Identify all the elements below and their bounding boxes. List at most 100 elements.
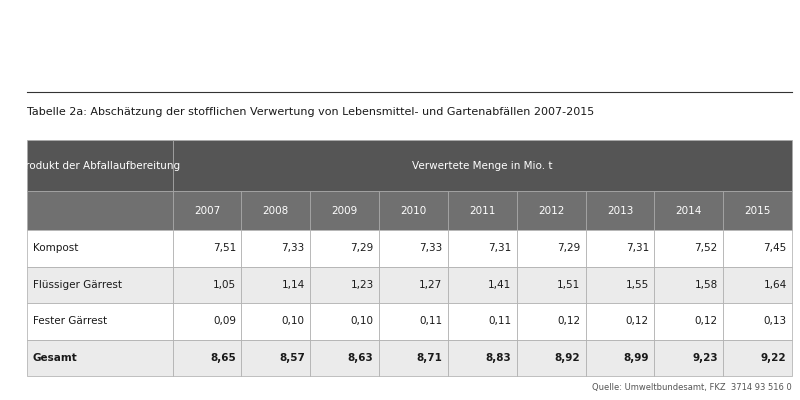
- Text: 1,58: 1,58: [694, 280, 718, 290]
- Bar: [379, 230, 448, 266]
- Text: 7,33: 7,33: [282, 243, 305, 253]
- Bar: [517, 303, 586, 340]
- Text: 8,57: 8,57: [279, 353, 305, 363]
- Text: 2011: 2011: [469, 206, 495, 216]
- Text: 7,31: 7,31: [626, 243, 649, 253]
- Bar: [654, 266, 723, 303]
- Bar: [173, 303, 242, 340]
- Text: 1,51: 1,51: [557, 280, 580, 290]
- Bar: [173, 230, 242, 266]
- Bar: [242, 340, 310, 376]
- Text: 7,52: 7,52: [694, 243, 718, 253]
- Bar: [723, 266, 792, 303]
- Text: Kompost: Kompost: [33, 243, 78, 253]
- Text: 7,33: 7,33: [419, 243, 442, 253]
- Text: 1,64: 1,64: [763, 280, 786, 290]
- Text: 7,51: 7,51: [213, 243, 236, 253]
- Text: 1,14: 1,14: [282, 280, 305, 290]
- Text: 1,41: 1,41: [488, 280, 511, 290]
- Text: 0,10: 0,10: [350, 316, 374, 326]
- Bar: [379, 266, 448, 303]
- Text: 0,12: 0,12: [557, 316, 580, 326]
- Bar: [517, 192, 586, 230]
- Bar: [173, 266, 242, 303]
- Text: 1,55: 1,55: [626, 280, 649, 290]
- Bar: [26, 192, 173, 230]
- Text: 0,11: 0,11: [488, 316, 511, 326]
- Bar: [242, 230, 310, 266]
- Text: Quelle: Umweltbundesamt, FKZ  3714 93 516 0: Quelle: Umweltbundesamt, FKZ 3714 93 516…: [592, 383, 792, 392]
- Bar: [26, 266, 173, 303]
- Text: 2010: 2010: [400, 206, 426, 216]
- Text: 7,29: 7,29: [350, 243, 374, 253]
- Text: 1,05: 1,05: [213, 280, 236, 290]
- Bar: [310, 266, 379, 303]
- Bar: [310, 230, 379, 266]
- Text: 1,27: 1,27: [419, 280, 442, 290]
- Text: 8,71: 8,71: [417, 353, 442, 363]
- Bar: [723, 303, 792, 340]
- Bar: [517, 340, 586, 376]
- Bar: [173, 192, 242, 230]
- Text: 1,23: 1,23: [350, 280, 374, 290]
- Bar: [723, 230, 792, 266]
- Text: 2008: 2008: [262, 206, 289, 216]
- Bar: [586, 192, 654, 230]
- Bar: [517, 266, 586, 303]
- Text: 9,23: 9,23: [692, 353, 718, 363]
- Text: Fester Gärrest: Fester Gärrest: [33, 316, 107, 326]
- Text: 2014: 2014: [676, 206, 702, 216]
- Bar: [586, 340, 654, 376]
- Bar: [26, 230, 173, 266]
- Bar: [586, 230, 654, 266]
- Bar: [379, 303, 448, 340]
- Text: 8,99: 8,99: [623, 353, 649, 363]
- Bar: [654, 230, 723, 266]
- Text: 7,31: 7,31: [488, 243, 511, 253]
- Bar: [723, 192, 792, 230]
- Bar: [448, 340, 517, 376]
- Text: 0,09: 0,09: [213, 316, 236, 326]
- Text: 8,83: 8,83: [486, 353, 511, 363]
- Text: 2009: 2009: [331, 206, 358, 216]
- Text: 2007: 2007: [194, 206, 220, 216]
- Bar: [173, 140, 792, 192]
- Text: Verwertete Menge in Mio. t: Verwertete Menge in Mio. t: [412, 161, 553, 171]
- Text: 8,65: 8,65: [210, 353, 236, 363]
- Text: 7,45: 7,45: [763, 243, 786, 253]
- Text: 0,12: 0,12: [694, 316, 718, 326]
- Bar: [26, 303, 173, 340]
- Bar: [26, 140, 173, 192]
- Bar: [517, 230, 586, 266]
- Bar: [173, 340, 242, 376]
- Text: 9,22: 9,22: [761, 353, 786, 363]
- Bar: [654, 303, 723, 340]
- Bar: [26, 340, 173, 376]
- Bar: [654, 192, 723, 230]
- Bar: [310, 340, 379, 376]
- Bar: [242, 266, 310, 303]
- Text: Flüssiger Gärrest: Flüssiger Gärrest: [33, 280, 122, 290]
- Bar: [448, 303, 517, 340]
- Bar: [379, 192, 448, 230]
- Bar: [242, 192, 310, 230]
- Bar: [586, 303, 654, 340]
- Bar: [586, 266, 654, 303]
- Bar: [310, 303, 379, 340]
- Bar: [654, 340, 723, 376]
- Text: 0,11: 0,11: [419, 316, 442, 326]
- Text: 0,12: 0,12: [626, 316, 649, 326]
- Text: 8,92: 8,92: [554, 353, 580, 363]
- Bar: [723, 340, 792, 376]
- Text: Produkt der Abfallaufbereitung: Produkt der Abfallaufbereitung: [19, 161, 180, 171]
- Bar: [242, 303, 310, 340]
- Text: Gesamt: Gesamt: [33, 353, 78, 363]
- Text: 2013: 2013: [607, 206, 634, 216]
- Bar: [379, 340, 448, 376]
- Bar: [448, 192, 517, 230]
- Text: 0,10: 0,10: [282, 316, 305, 326]
- Text: 2012: 2012: [538, 206, 564, 216]
- Text: 8,63: 8,63: [348, 353, 374, 363]
- Text: Tabelle 2a: Abschätzung der stofflichen Verwertung von Lebensmittel- und Gartena: Tabelle 2a: Abschätzung der stofflichen …: [26, 107, 594, 117]
- Text: 0,13: 0,13: [763, 316, 786, 326]
